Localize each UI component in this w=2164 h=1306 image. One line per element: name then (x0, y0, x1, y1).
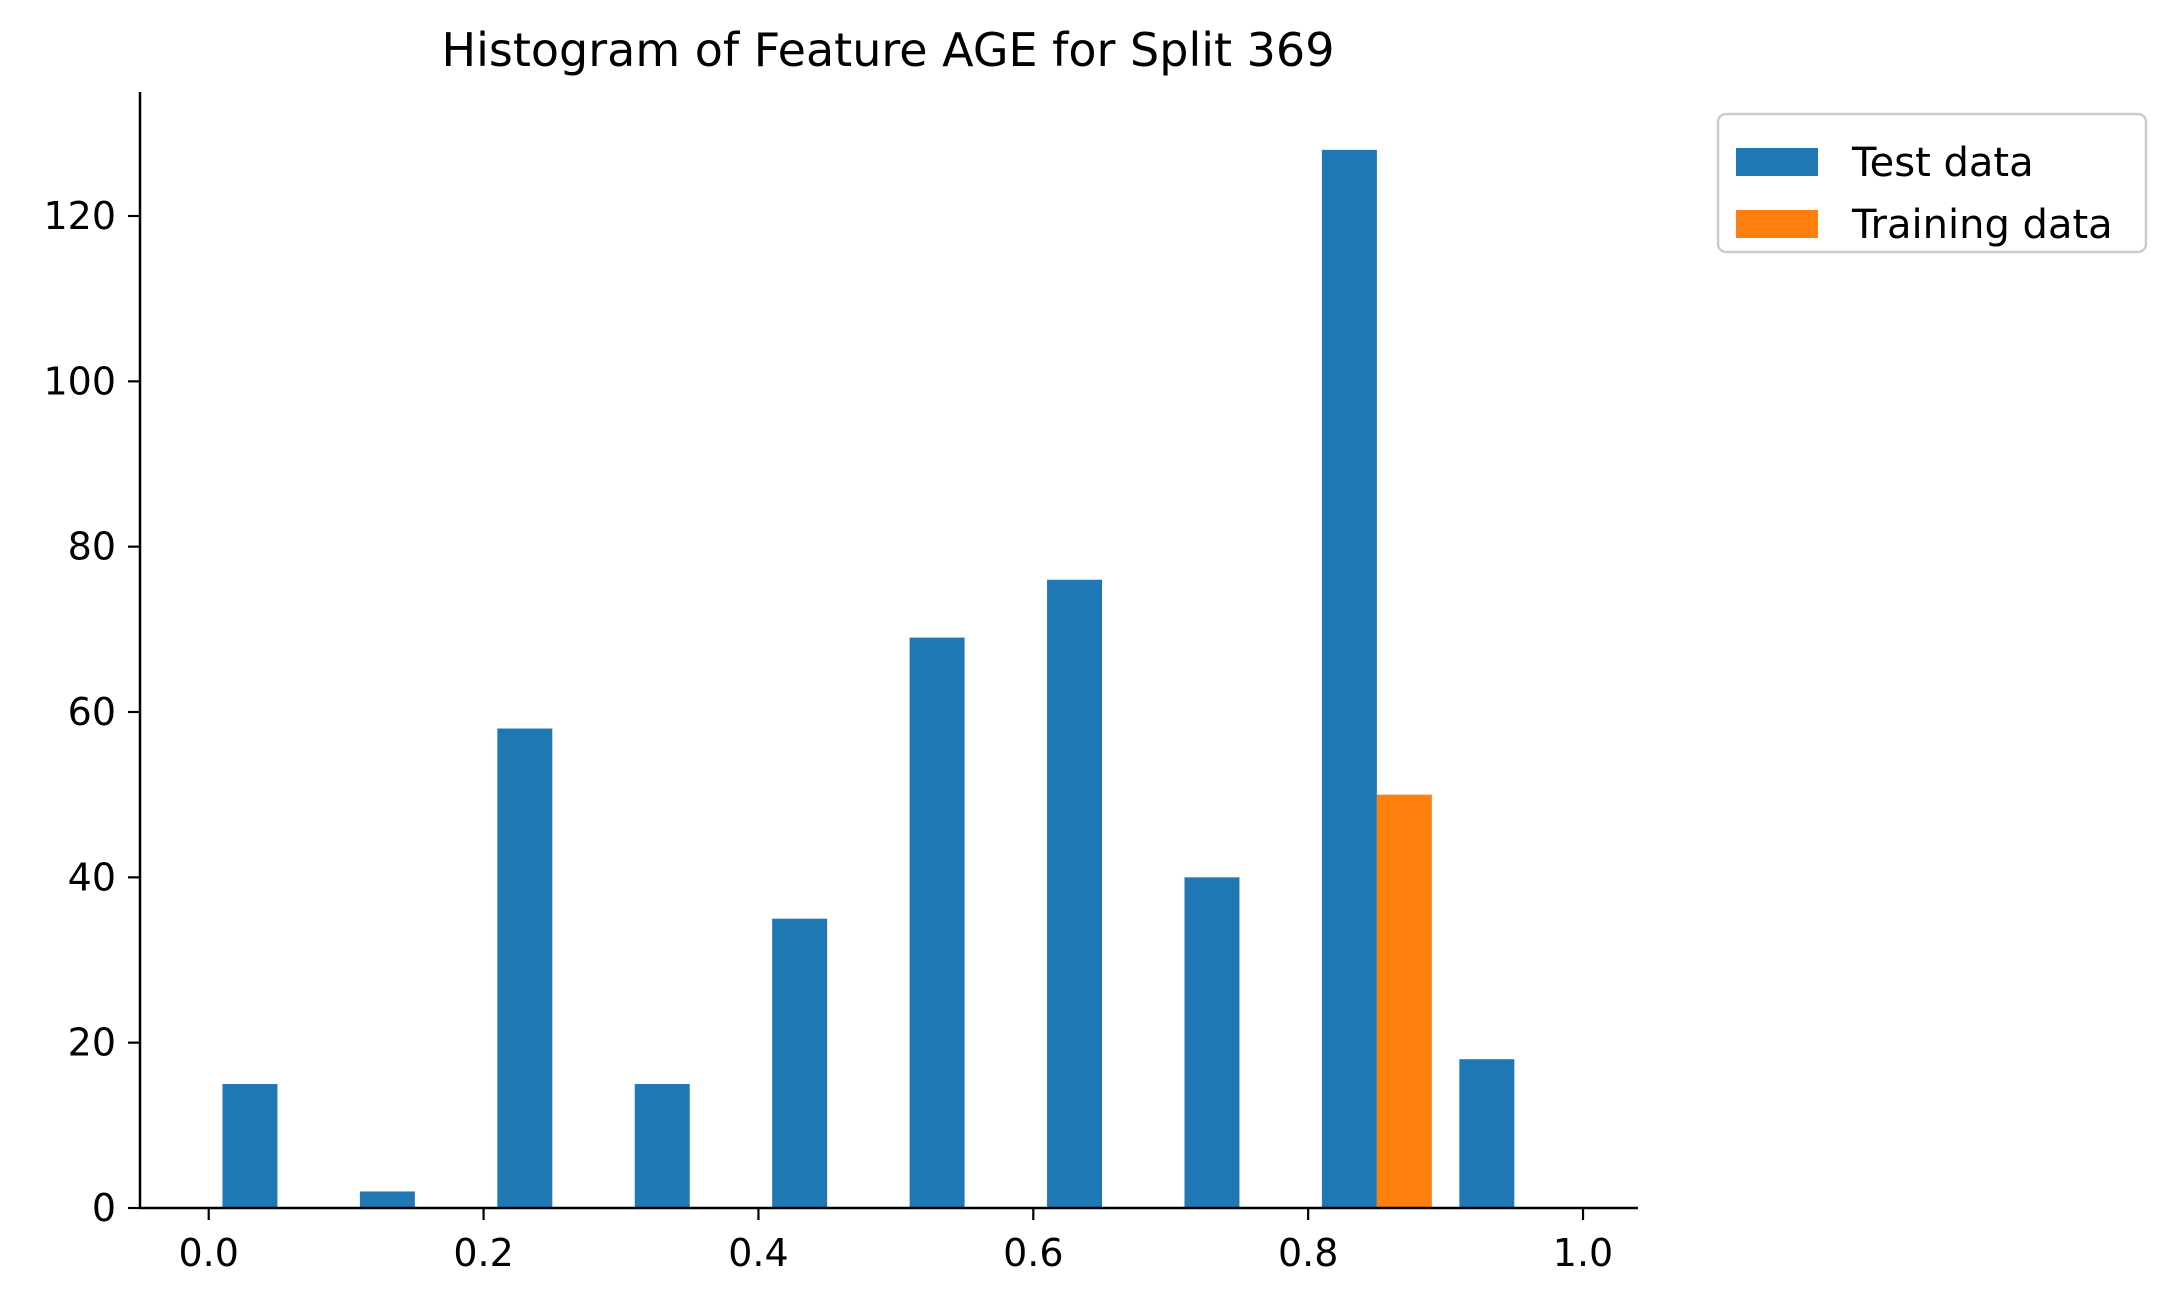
bar-test-data-bin-4 (772, 918, 828, 1208)
bar-test-data-bin-1 (359, 1191, 415, 1208)
x-tick-label: 0.6 (1003, 1231, 1063, 1275)
bar-test-data-bin-9 (1459, 1059, 1515, 1208)
y-tick-label: 40 (68, 855, 116, 899)
bar-test-data-bin-8 (1321, 149, 1377, 1208)
bar-test-data-bin-0 (222, 1084, 278, 1208)
y-tick-label: 120 (43, 194, 116, 238)
legend-label: Training data (1851, 202, 2113, 248)
bar-test-data-bin-5 (909, 637, 965, 1208)
x-tick-label: 1.0 (1553, 1231, 1613, 1275)
bar-test-data-bin-7 (1184, 877, 1240, 1208)
y-tick-label: 0 (92, 1186, 116, 1230)
bar-training-data-bin-8 (1376, 794, 1432, 1208)
bar-test-data-bin-2 (497, 728, 553, 1208)
chart-title: Histogram of Feature AGE for Split 369 (442, 23, 1335, 77)
legend-label: Test data (1851, 140, 2034, 186)
legend-frame (1716, 112, 2148, 254)
x-tick-label: 0.4 (728, 1231, 788, 1275)
y-tick-label: 80 (68, 525, 116, 569)
bars-layer (222, 149, 1515, 1208)
x-tick-label: 0.0 (178, 1231, 238, 1275)
legend-swatch (1736, 148, 1818, 176)
y-tick-label: 20 (68, 1021, 116, 1065)
y-tick-label: 60 (68, 690, 116, 734)
x-tick-label: 0.8 (1278, 1231, 1338, 1275)
bar-test-data-bin-6 (1047, 579, 1103, 1208)
y-tick-label: 100 (43, 359, 116, 403)
legend: Test data Training data (1716, 112, 2148, 254)
bar-test-data-bin-3 (634, 1084, 690, 1208)
axes-layer: 0.0 0.2 0.4 0.6 0.8 1.0 0 20 40 60 80 100 120 (43, 92, 1638, 1275)
legend-swatch (1736, 210, 1818, 238)
x-tick-label: 0.2 (453, 1231, 513, 1275)
